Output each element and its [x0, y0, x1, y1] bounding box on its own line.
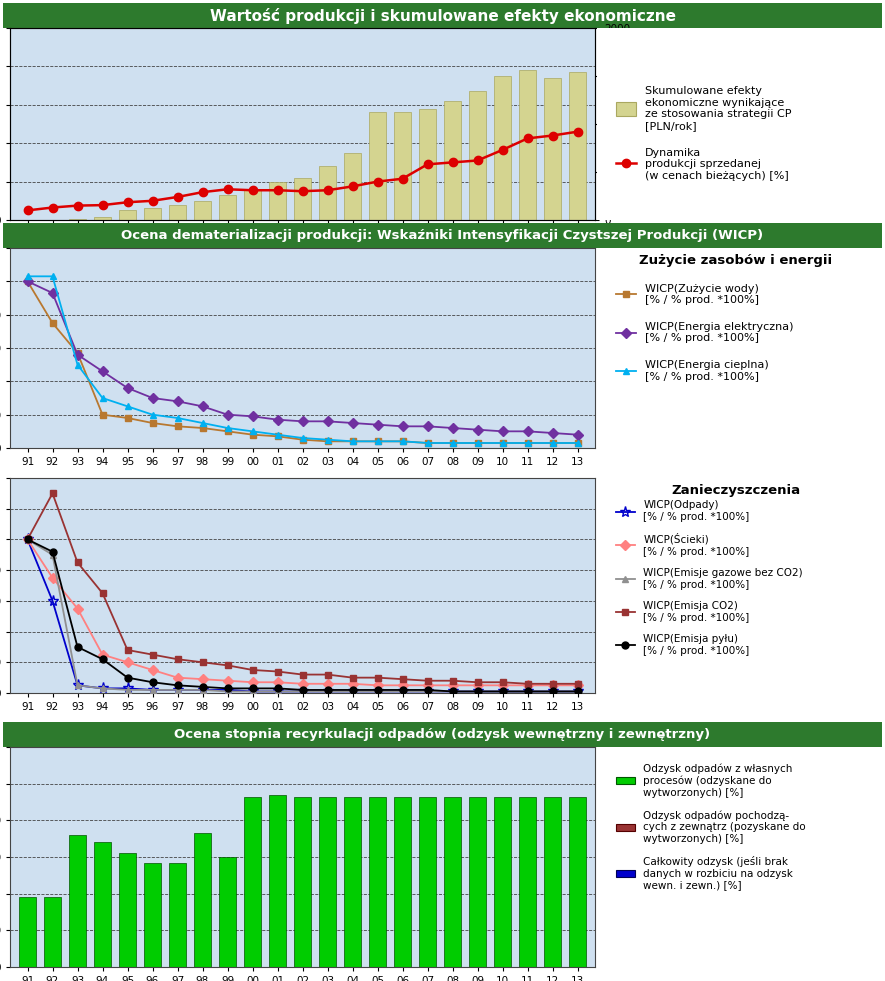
Bar [69, 835, 86, 967]
Bar [194, 833, 212, 967]
Bar [369, 797, 386, 967]
Bar [343, 797, 361, 967]
Bar [294, 797, 312, 967]
Bar [94, 843, 112, 967]
Bar [169, 862, 186, 967]
Text: Ocena stopnia recyrkulacji odpadów (odzysk wewnętrzny i zewnętrzny): Ocena stopnia recyrkulacji odpadów (odzy… [174, 728, 711, 741]
Bar [219, 195, 236, 220]
Bar [419, 109, 436, 220]
Bar [194, 201, 212, 220]
Bar [143, 209, 161, 220]
Bar [119, 210, 136, 220]
Bar [419, 797, 436, 967]
Bar [369, 113, 386, 220]
Y-axis label: [tys. PLN]: [tys. PLN] [645, 119, 699, 129]
Bar [519, 797, 536, 967]
Text: Zanieczyszczenia: Zanieczyszczenia [672, 485, 801, 497]
Bar [543, 77, 561, 220]
Bar [543, 797, 561, 967]
Bar [519, 71, 536, 220]
Bar [19, 898, 36, 967]
Bar [94, 217, 112, 220]
Bar [394, 797, 412, 967]
Text: Zużycie zasobów i energii: Zużycie zasobów i energii [640, 254, 833, 267]
Bar [343, 153, 361, 220]
Bar [569, 797, 586, 967]
Bar [469, 91, 486, 220]
Bar [269, 795, 286, 967]
Legend: Odzysk odpadów z własnych
procesów (odzyskane do
wytworzonych) [%], Odzysk odpad: Odzysk odpadów z własnych procesów (odzy… [616, 763, 806, 891]
Bar [494, 76, 512, 220]
Bar [443, 797, 461, 967]
Bar [269, 181, 286, 220]
Bar [243, 797, 261, 967]
Bar [469, 797, 486, 967]
Bar [319, 166, 336, 220]
Bar [119, 853, 136, 967]
Bar [394, 113, 412, 220]
Legend: WICP(Zużycie wody)
[% / % prod. *100%], WICP(Energia elektryczna)
[% / % prod. *: WICP(Zużycie wody) [% / % prod. *100%], … [617, 284, 794, 382]
Bar [319, 797, 336, 967]
Legend: Skumulowane efekty
ekonomiczne wynikające
ze stosowania strategii CP
[PLN/rok], : Skumulowane efekty ekonomiczne wynikając… [617, 86, 792, 181]
Bar [494, 797, 512, 967]
Bar [443, 101, 461, 220]
Bar [243, 189, 261, 220]
Bar [143, 862, 161, 967]
Text: Wartość produkcji i skumulowane efekty ekonomiczne: Wartość produkcji i skumulowane efekty e… [210, 8, 675, 24]
Bar [169, 205, 186, 220]
Bar [569, 73, 586, 220]
Text: Ocena dematerializacji produkcji: Wskaźniki Intensyfikacji Czystszej Produkcji (: Ocena dematerializacji produkcji: Wskaźn… [121, 229, 764, 242]
Bar [43, 898, 61, 967]
Bar [219, 857, 236, 967]
Bar [294, 178, 312, 220]
Legend: WICP(Odpady)
[% / % prod. *100%], WICP(Ścieki)
[% / % prod. *100%], WICP(Emisje : WICP(Odpady) [% / % prod. *100%], WICP(Ś… [616, 500, 803, 655]
